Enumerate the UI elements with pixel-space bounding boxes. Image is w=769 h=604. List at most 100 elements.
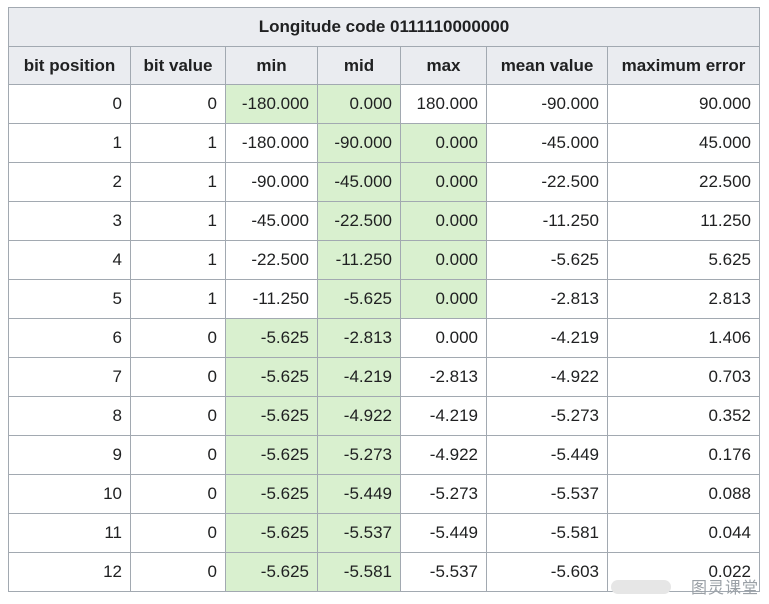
table-cell: 0 [130, 474, 226, 514]
table-cell: -90.000 [486, 84, 608, 124]
table-row: 12 0 -5.625 -5.581 -5.537 -5.603 0.022 [8, 552, 760, 592]
watermark: 图灵课堂 [690, 578, 759, 597]
table-cell: 1 [8, 123, 131, 163]
column-header: bit value [130, 46, 226, 85]
table-cell: -2.813 [400, 357, 487, 397]
table-cell: 0.000 [400, 123, 487, 163]
longitude-code-table: Longitude code 0111110000000 bit positio… [8, 7, 760, 592]
table-cell: 1 [130, 162, 226, 202]
table-cell: -4.219 [400, 396, 487, 436]
table-row: 9 0 -5.625 -5.273 -4.922 -5.449 0.176 [8, 435, 760, 475]
table-cell: 2.813 [607, 279, 760, 319]
table-cell: 4 [8, 240, 131, 280]
table-cell: 0.000 [400, 162, 487, 202]
table-cell: -5.625 [486, 240, 608, 280]
column-header: mid [317, 46, 401, 85]
table-cell: 1 [130, 201, 226, 241]
table-cell: -5.625 [225, 318, 318, 358]
watermark-blur [611, 580, 671, 594]
table-cell: -11.250 [317, 240, 401, 280]
table-cell: 1.406 [607, 318, 760, 358]
table-cell: -4.922 [317, 396, 401, 436]
table-cell: 0 [130, 357, 226, 397]
table-cell: -5.625 [225, 435, 318, 475]
table-row: 5 1 -11.250 -5.625 0.000 -2.813 2.813 [8, 279, 760, 319]
table-cell: -180.000 [225, 123, 318, 163]
table-cell: 0.000 [317, 84, 401, 124]
table-row: 11 0 -5.625 -5.537 -5.449 -5.581 0.044 [8, 513, 760, 553]
table-cell: -22.500 [225, 240, 318, 280]
table-cell: -5.273 [317, 435, 401, 475]
table-row: 4 1 -22.500 -11.250 0.000 -5.625 5.625 [8, 240, 760, 280]
table-cell: -5.449 [317, 474, 401, 514]
table-cell: 0 [130, 84, 226, 124]
table-cell: -5.449 [400, 513, 487, 553]
table-cell: -4.922 [486, 357, 608, 397]
table-cell: -180.000 [225, 84, 318, 124]
column-header: max [400, 46, 487, 85]
table-cell: 0.044 [607, 513, 760, 553]
table-cell: -90.000 [225, 162, 318, 202]
table-cell: -2.813 [317, 318, 401, 358]
table-row: 1 1 -180.000 -90.000 0.000 -45.000 45.000 [8, 123, 760, 163]
table-cell: 180.000 [400, 84, 487, 124]
column-header-row: bit position bit value min mid max mean value… [8, 46, 760, 85]
table-cell: -5.273 [400, 474, 487, 514]
table-title: Longitude code 0111110000000 [8, 7, 760, 47]
table-cell: 9 [8, 435, 131, 475]
table-cell: 90.000 [607, 84, 760, 124]
table-cell: 0.703 [607, 357, 760, 397]
table-row: 10 0 -5.625 -5.449 -5.273 -5.537 0.088 [8, 474, 760, 514]
table-cell: -5.449 [486, 435, 608, 475]
table-cell: -5.625 [225, 474, 318, 514]
table-cell: 11.250 [607, 201, 760, 241]
table-cell: -5.625 [225, 396, 318, 436]
column-header: min [225, 46, 318, 85]
table-cell: 0 [130, 513, 226, 553]
table-cell: 6 [8, 318, 131, 358]
table-cell: 0.000 [400, 279, 487, 319]
table-cell: 5.625 [607, 240, 760, 280]
table-cell: -5.625 [317, 279, 401, 319]
table-cell: -5.273 [486, 396, 608, 436]
table-cell: 0 [130, 552, 226, 592]
table-cell: -5.625 [225, 513, 318, 553]
table-cell: 5 [8, 279, 131, 319]
table-container: Longitude code 0111110000000 bit positio… [8, 7, 760, 592]
table-cell: -5.625 [225, 357, 318, 397]
table-cell: -2.813 [486, 279, 608, 319]
table-cell: -5.537 [486, 474, 608, 514]
column-header: maximum error [607, 46, 760, 85]
table-row: 3 1 -45.000 -22.500 0.000 -11.250 11.250 [8, 201, 760, 241]
table-cell: 3 [8, 201, 131, 241]
table-cell: -4.922 [400, 435, 487, 475]
table-cell: -90.000 [317, 123, 401, 163]
table-cell: 0.000 [400, 240, 487, 280]
table-cell: -5.537 [400, 552, 487, 592]
table-cell: 0.000 [400, 318, 487, 358]
table-cell: 0.352 [607, 396, 760, 436]
table-row: 2 1 -90.000 -45.000 0.000 -22.500 22.500 [8, 162, 760, 202]
table-cell: 0.000 [400, 201, 487, 241]
table-cell: -11.250 [486, 201, 608, 241]
table-cell: -5.581 [317, 552, 401, 592]
column-header: mean value [486, 46, 608, 85]
table-cell: 45.000 [607, 123, 760, 163]
table-row: 8 0 -5.625 -4.922 -4.219 -5.273 0.352 [8, 396, 760, 436]
table-cell: -5.625 [225, 552, 318, 592]
table-cell: -5.537 [317, 513, 401, 553]
table-cell: 2 [8, 162, 131, 202]
table-cell: -5.603 [486, 552, 608, 592]
table-cell: 10 [8, 474, 131, 514]
table-cell: 7 [8, 357, 131, 397]
table-cell: -22.500 [317, 201, 401, 241]
column-header: bit position [8, 46, 131, 85]
table-cell: -45.000 [317, 162, 401, 202]
table-cell: 0 [130, 396, 226, 436]
table-cell: 0 [8, 84, 131, 124]
table-cell: 0 [130, 435, 226, 475]
table-cell: 1 [130, 240, 226, 280]
table-cell: -22.500 [486, 162, 608, 202]
table-body: 0 0 -180.000 0.000 180.000 -90.000 90.000 1 1 -18… [8, 84, 760, 592]
table-cell: -11.250 [225, 279, 318, 319]
